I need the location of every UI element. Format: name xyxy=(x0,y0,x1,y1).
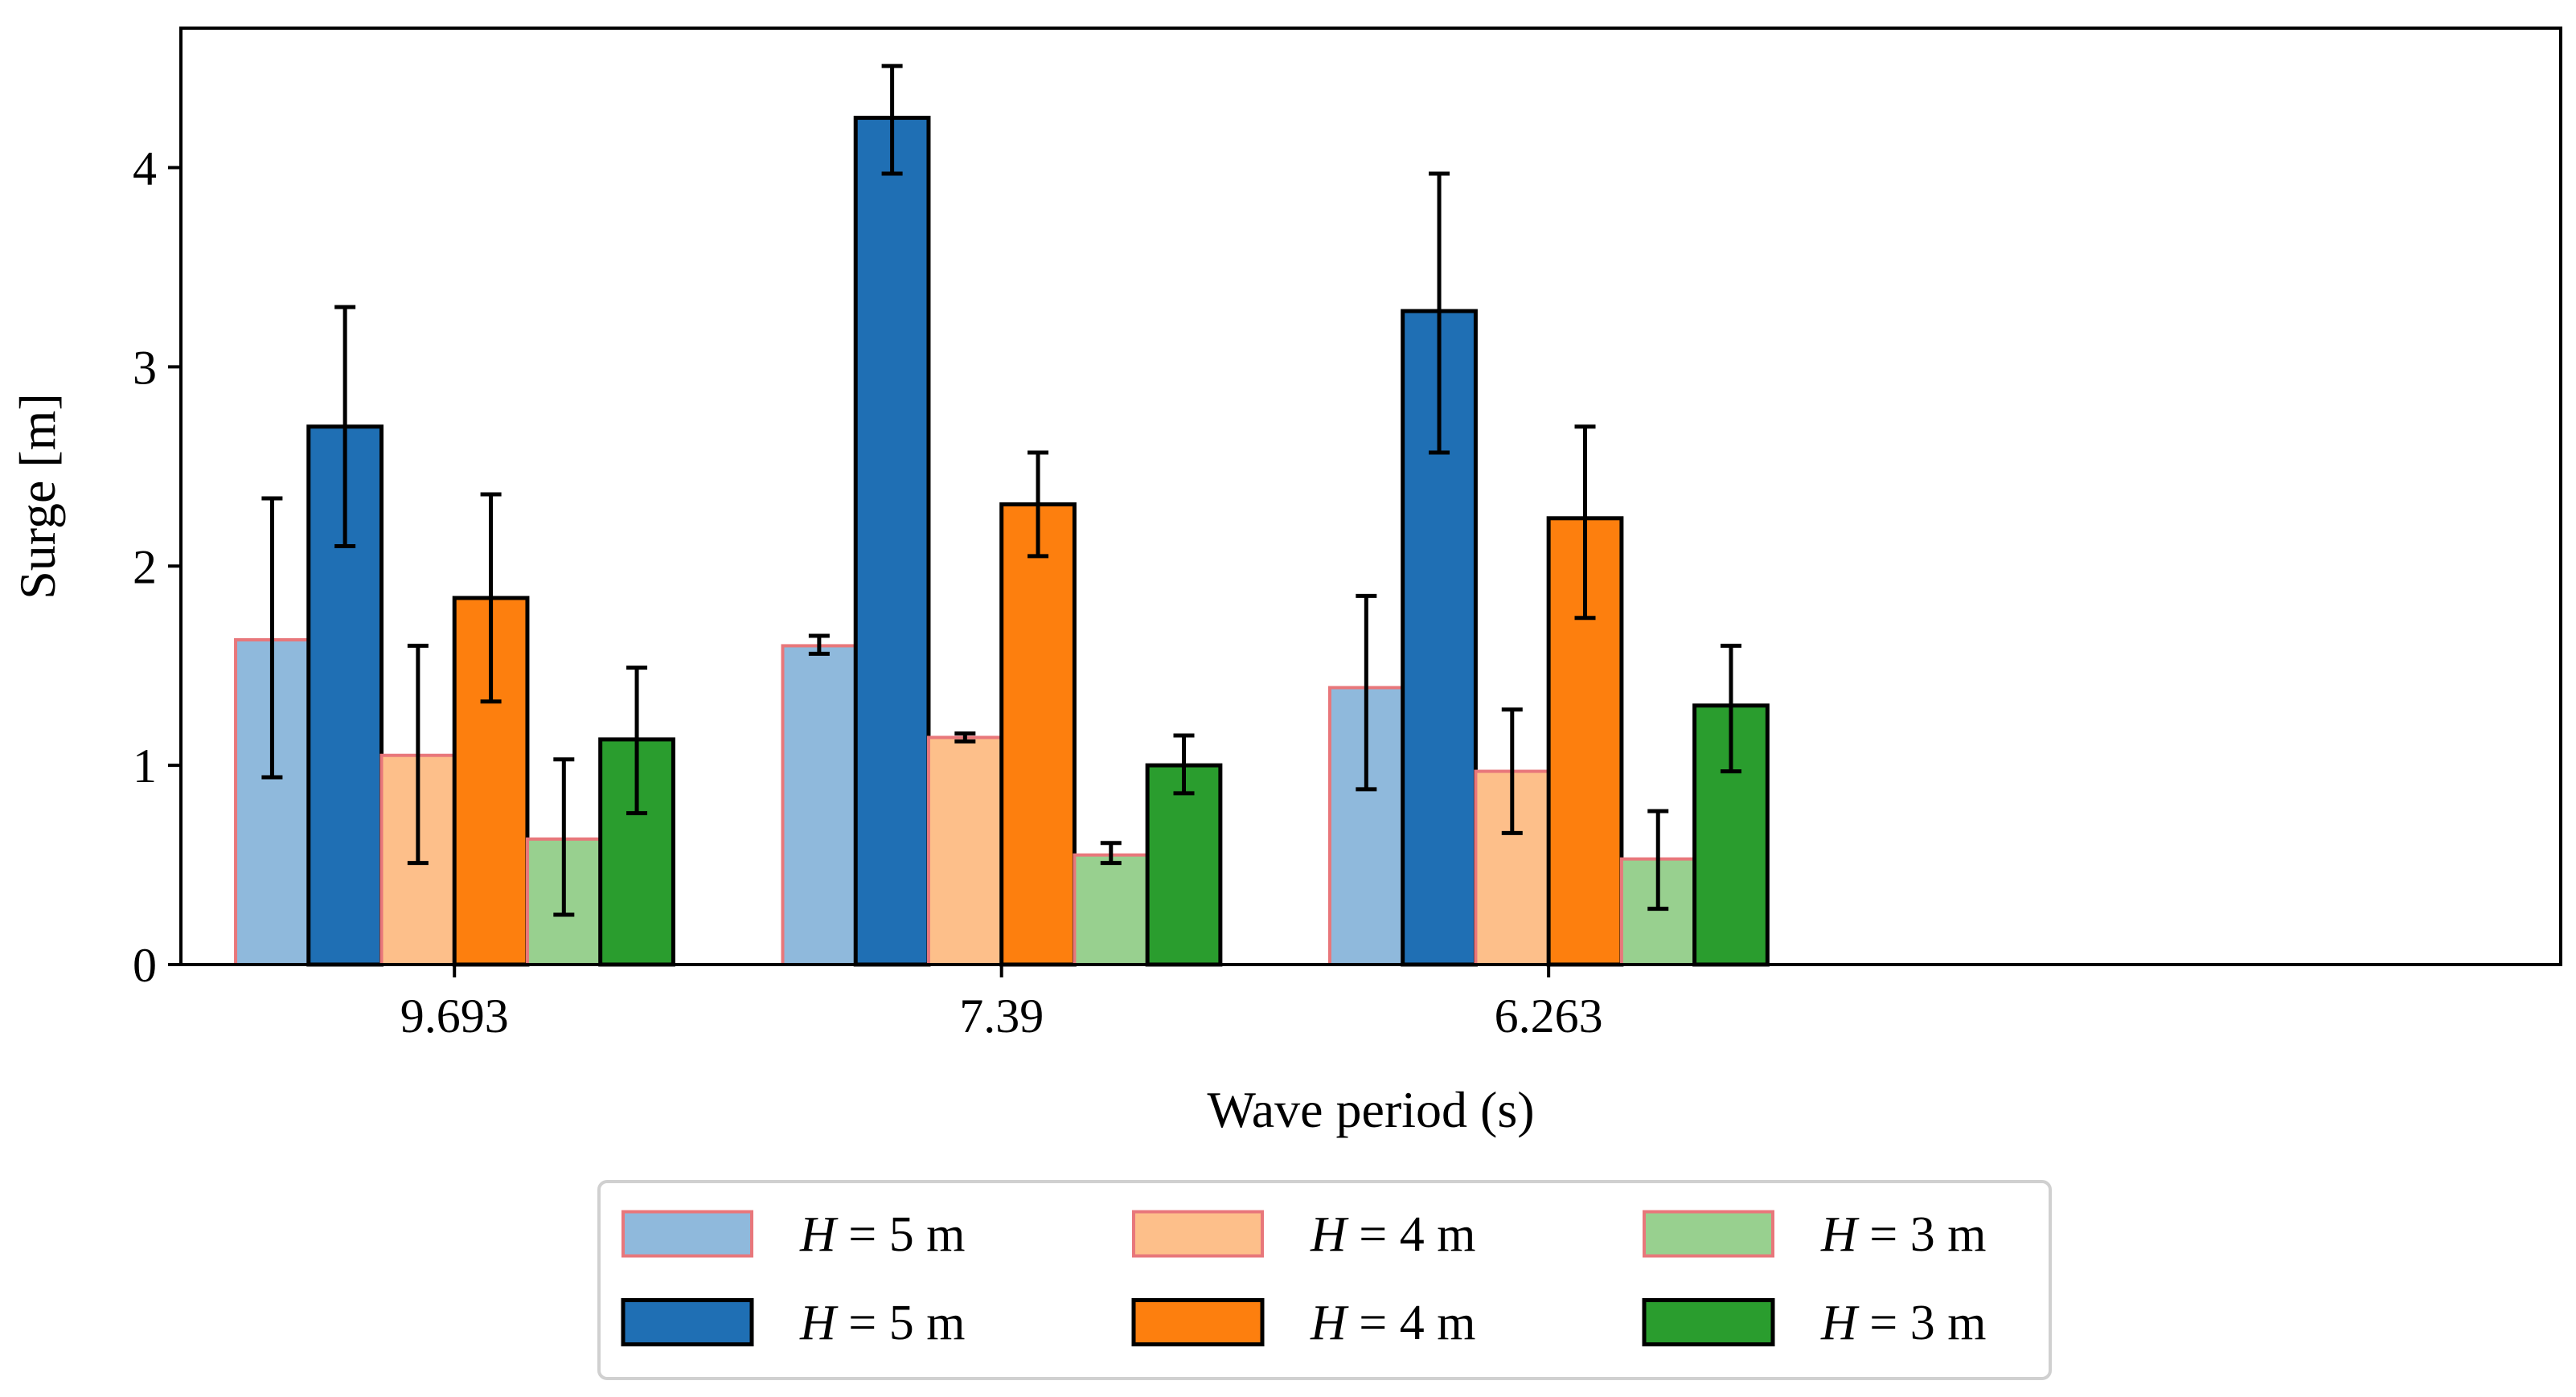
legend-swatch xyxy=(621,1298,754,1346)
legend-label-rest: = 5 m xyxy=(836,1207,966,1262)
bar-light-h-4-m-7.39 xyxy=(926,735,1003,966)
y-tick-label: 2 xyxy=(133,540,157,593)
x-tick-label: 6.263 xyxy=(1495,989,1603,1043)
error-bar-0-2 xyxy=(1356,593,1377,792)
legend-swatch xyxy=(1132,1210,1264,1258)
x-tick-label: 7.39 xyxy=(959,989,1044,1043)
error-bar-4-2 xyxy=(1647,809,1669,912)
legend-label-var: H xyxy=(1310,1207,1349,1262)
legend-label-rest: = 3 m xyxy=(1857,1207,1987,1262)
error-bar-3-2 xyxy=(1574,424,1596,621)
x-axis-label: Wave period (s) xyxy=(1207,1081,1534,1138)
legend-label-var: H xyxy=(799,1296,839,1350)
error-bar-5-2 xyxy=(1720,643,1741,774)
legend-label-rest: = 3 m xyxy=(1857,1296,1987,1350)
legend-swatch xyxy=(1642,1298,1775,1346)
legend-label-var: H xyxy=(799,1207,839,1262)
y-axis-label: Surge [m] xyxy=(9,393,66,600)
error-bar-3-0 xyxy=(480,492,502,704)
error-bar-2-1 xyxy=(954,731,976,744)
error-bar-0-0 xyxy=(261,496,283,780)
plot-frame xyxy=(179,27,2562,966)
legend-label: H = 5 m xyxy=(799,1207,965,1262)
bar-light-h-3-m-7.39 xyxy=(1073,853,1150,966)
error-bar-1-2 xyxy=(1429,171,1450,455)
error-bar-2-2 xyxy=(1501,707,1523,835)
x-tick-label: 9.693 xyxy=(400,989,509,1043)
error-bar-5-1 xyxy=(1173,733,1195,796)
error-bar-1-0 xyxy=(334,305,356,548)
errorbars-layer xyxy=(261,63,1741,917)
y-tick-label: 1 xyxy=(133,739,157,793)
legend-entry: H = 5 m xyxy=(621,1207,965,1262)
legend-label: H = 3 m xyxy=(1820,1207,1986,1262)
legend-entry: H = 5 m xyxy=(621,1296,965,1350)
y-axis: 0 1 2 3 4 xyxy=(133,142,181,992)
bar-light-h-5-m-7.39 xyxy=(781,644,858,966)
legend-label: H = 3 m xyxy=(1820,1296,1986,1350)
bar-dark-h-5-m-7.39 xyxy=(853,116,931,967)
legend-label: H = 5 m xyxy=(799,1296,965,1350)
legend-entry: H = 3 m xyxy=(1642,1296,1986,1350)
legend-swatch xyxy=(621,1210,753,1258)
bar-dark-h-3-m-7.39 xyxy=(1145,763,1223,967)
legend-label-rest: = 4 m xyxy=(1347,1207,1476,1262)
legend-entry: H = 4 m xyxy=(1132,1207,1475,1262)
legend: H = 5 mH = 5 mH = 4 mH = 4 mH = 3 mH = 3… xyxy=(597,1180,2052,1380)
error-bar-4-0 xyxy=(553,757,575,917)
error-bar-0-1 xyxy=(808,633,830,656)
error-bar-4-1 xyxy=(1100,841,1122,866)
x-axis: 9.693 7.39 6.263 xyxy=(400,965,1603,1043)
error-bar-5-0 xyxy=(626,666,648,816)
legend-label-rest: = 5 m xyxy=(836,1296,966,1350)
legend-label-var: H xyxy=(1310,1296,1349,1350)
error-bar-3-1 xyxy=(1028,450,1049,559)
bar-dark-h-4-m-7.39 xyxy=(999,502,1077,967)
y-tick-label: 0 xyxy=(133,939,157,992)
legend-entry: H = 3 m xyxy=(1643,1207,1986,1262)
legend-label: H = 4 m xyxy=(1310,1207,1475,1262)
legend-swatch xyxy=(1643,1210,1774,1258)
legend-label-rest: = 4 m xyxy=(1347,1296,1476,1350)
error-bar-1-1 xyxy=(881,63,903,176)
y-tick-label: 4 xyxy=(133,142,157,195)
legend-swatch xyxy=(1131,1298,1265,1346)
legend-label-var: H xyxy=(1820,1296,1860,1350)
legend-label: H = 4 m xyxy=(1310,1296,1475,1350)
legend-entry: H = 4 m xyxy=(1131,1296,1475,1350)
legend-label-var: H xyxy=(1820,1207,1860,1262)
y-tick-label: 3 xyxy=(133,341,157,394)
error-bar-2-0 xyxy=(407,643,429,866)
